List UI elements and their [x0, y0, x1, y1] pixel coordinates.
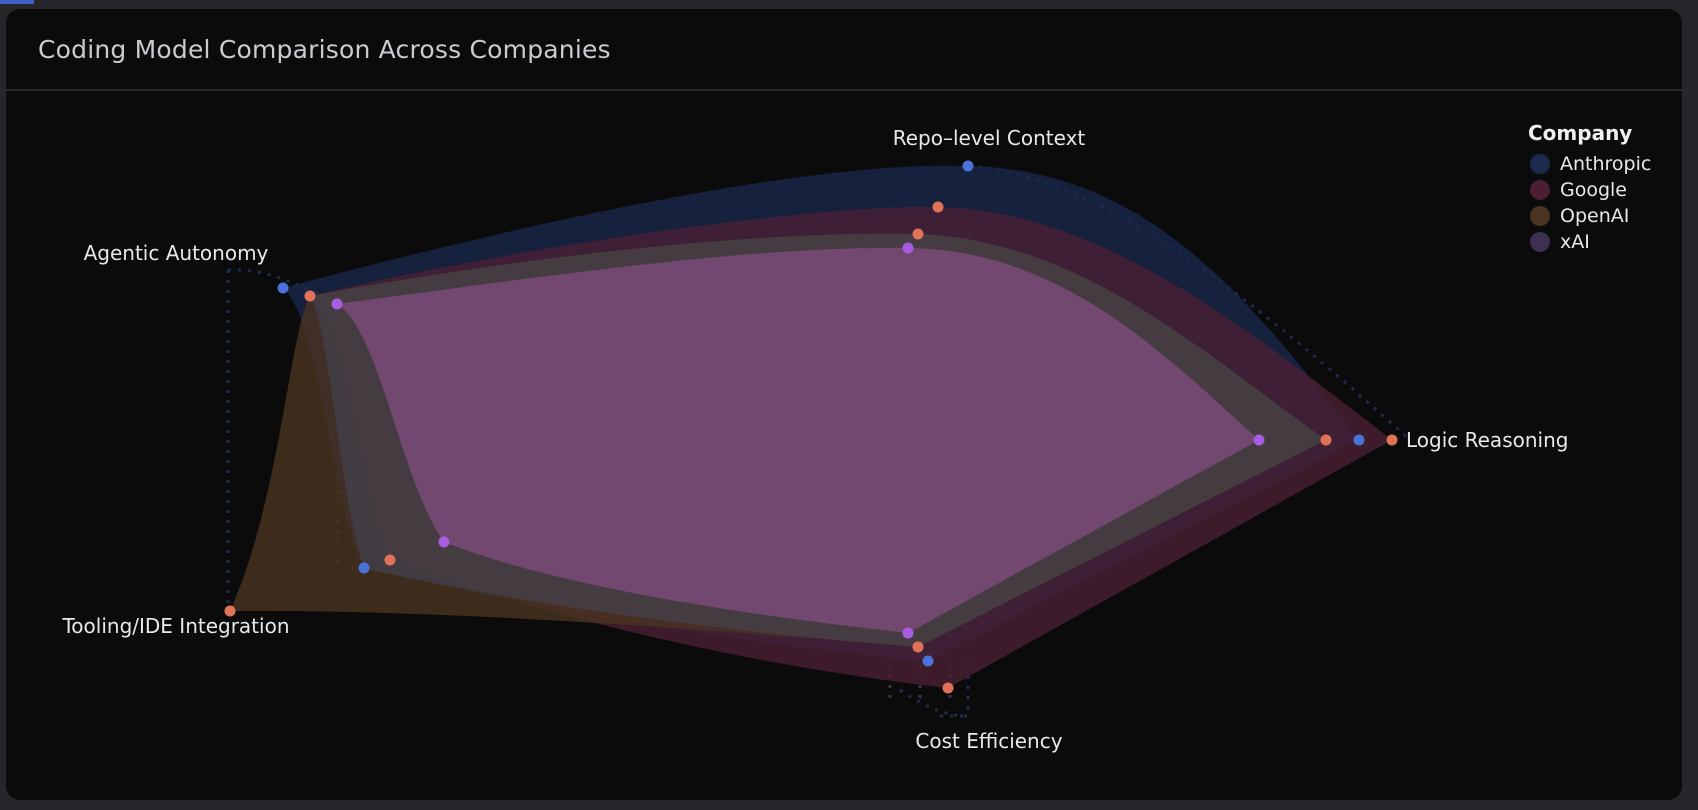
point-anthropic-agentic[interactable]	[277, 282, 289, 294]
radar-chart: Repo–level Context Logic Reasoning Cost …	[61, 126, 1568, 753]
axis-label-agentic: Agentic Autonomy	[84, 241, 269, 265]
point-anthropic-tooling[interactable]	[358, 562, 370, 574]
point-openai-tooling[interactable]	[224, 605, 236, 617]
legend-swatch-icon	[1530, 180, 1550, 200]
series-points	[224, 160, 1398, 694]
point-google-agentic[interactable]	[304, 290, 316, 302]
legend-item-anthropic[interactable]: Anthropic	[1528, 151, 1651, 177]
card-header: Coding Model Comparison Across Companies	[6, 9, 1682, 91]
axis-label-logic: Logic Reasoning	[1406, 428, 1568, 452]
axis-label-cost: Cost Efficiency	[915, 729, 1062, 753]
point-google-repo[interactable]	[932, 201, 944, 213]
legend-label: Anthropic	[1560, 153, 1652, 175]
legend: Company Anthropic Google OpenAI xAI	[1528, 121, 1651, 255]
point-xai-tooling[interactable]	[438, 536, 450, 548]
series-xai-area	[337, 247, 1259, 634]
chart-title: Coding Model Comparison Across Companies	[38, 35, 611, 64]
legend-label: xAI	[1560, 231, 1590, 253]
point-google-tooling[interactable]	[384, 554, 396, 566]
legend-swatch-icon	[1530, 206, 1550, 226]
legend-item-openai[interactable]: OpenAI	[1528, 203, 1651, 229]
point-anthropic-repo[interactable]	[962, 160, 974, 172]
point-xai-logic[interactable]	[1253, 434, 1265, 446]
legend-label: Google	[1560, 179, 1628, 201]
legend-item-xai[interactable]: xAI	[1528, 229, 1651, 255]
point-openai-cost[interactable]	[912, 641, 924, 653]
point-xai-repo[interactable]	[902, 242, 914, 254]
point-openai-repo[interactable]	[912, 228, 924, 240]
legend-swatch-icon	[1530, 232, 1550, 252]
legend-item-google[interactable]: Google	[1528, 177, 1651, 203]
legend-title: Company	[1528, 121, 1633, 145]
legend-label: OpenAI	[1560, 205, 1630, 227]
point-anthropic-logic[interactable]	[1353, 434, 1365, 446]
point-google-logic[interactable]	[1386, 434, 1398, 446]
axis-label-tooling: Tooling/IDE Integration	[61, 614, 289, 638]
axis-label-repo: Repo–level Context	[893, 126, 1086, 150]
point-xai-agentic[interactable]	[331, 298, 343, 310]
point-google-cost[interactable]	[942, 682, 954, 694]
legend-swatch-icon	[1530, 154, 1550, 174]
top-indicator	[0, 0, 34, 4]
point-xai-cost[interactable]	[902, 627, 914, 639]
point-anthropic-cost[interactable]	[922, 655, 934, 667]
point-openai-logic[interactable]	[1320, 434, 1332, 446]
chart-card: Coding Model Comparison Across Companies	[6, 9, 1682, 800]
grid	[226, 164, 1412, 718]
